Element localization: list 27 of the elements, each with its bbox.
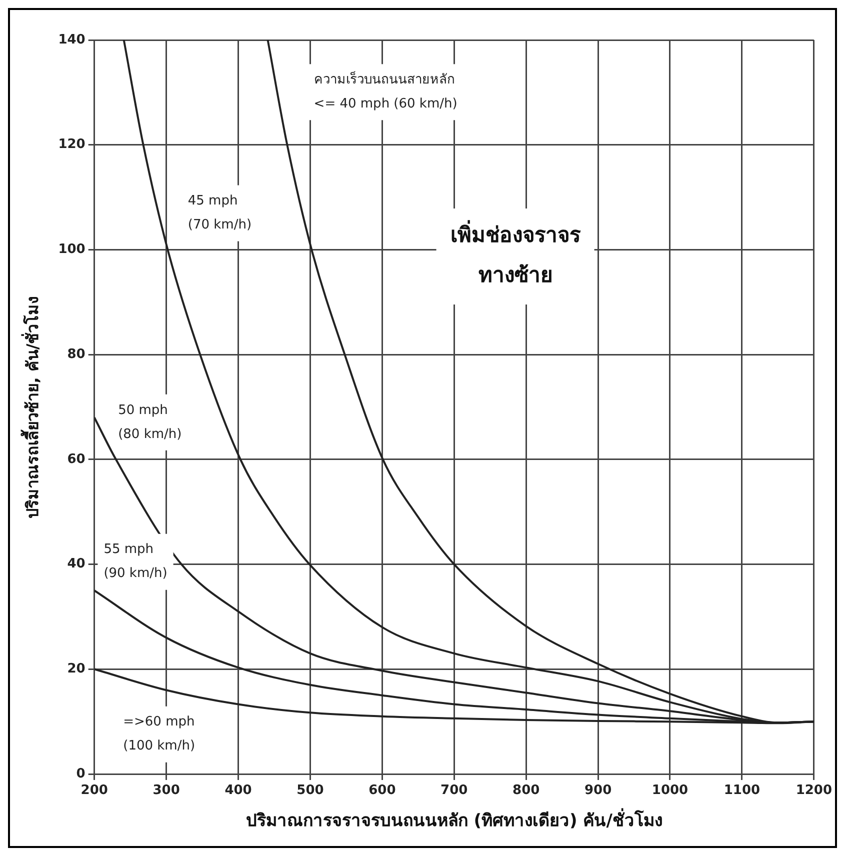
annotation: เพิ่มช่องจราจร ทางซ้าย [450, 218, 582, 287]
x-tick-label: 1200 [796, 783, 832, 798]
x-axis-title: ปริมาณการจราจรบนถนนหลัก (ทิศทางเดียว) คัน/ชั่วโมง [246, 808, 662, 832]
x-tick-label: 700 [440, 783, 468, 798]
annotation: 45 mph (70 km/h) [188, 194, 252, 233]
x-tick-label: 600 [368, 783, 396, 798]
y-tick-label: 0 [76, 766, 86, 782]
annotation: =>60 mph (100 km/h) [123, 714, 196, 754]
annotation: 50 mph (80 km/h) [118, 402, 182, 442]
y-tick-label: 40 [67, 556, 86, 572]
y-tick-label: 100 [58, 242, 86, 258]
x-tick-label: 300 [152, 783, 180, 798]
annotation: ความเร็วบนถนนสายหลัก <= 40 mph (60 km/h) [314, 69, 458, 112]
x-tick-label: 1100 [724, 783, 760, 798]
y-axis-title: ปริมาณรถเลี้ยวซ้าย, คัน/ชั่วโมง [20, 296, 42, 518]
x-tick-label: 900 [584, 783, 612, 798]
y-tick-label: 120 [58, 137, 86, 152]
x-tick-label: 400 [224, 783, 252, 798]
x-tick-label: 800 [512, 783, 540, 798]
x-tick-label: 500 [296, 783, 324, 798]
x-tick-label: 200 [80, 783, 108, 798]
y-tick-label: 80 [67, 346, 86, 362]
annotation: 55 mph (90 km/h) [104, 542, 168, 582]
y-tick-label: 140 [58, 32, 86, 48]
x-tick-label: 1000 [652, 783, 688, 798]
y-tick-label: 20 [67, 662, 86, 677]
y-tick-label: 60 [67, 452, 86, 467]
